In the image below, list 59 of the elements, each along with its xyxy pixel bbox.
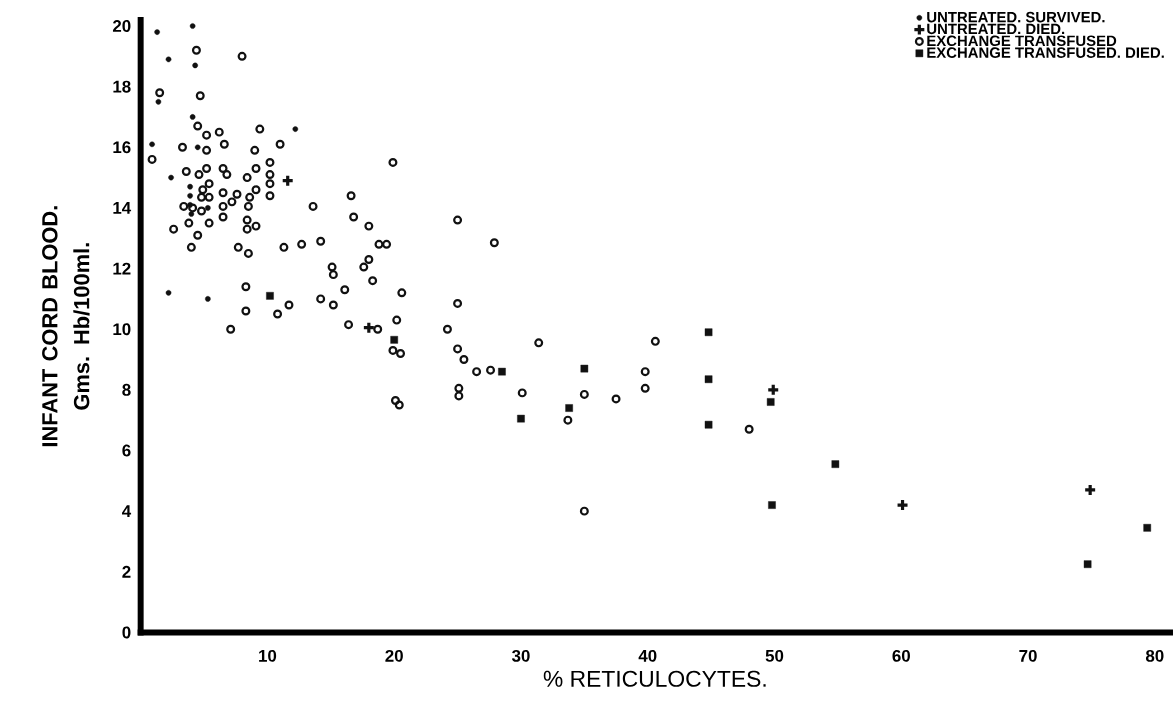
point: [205, 296, 211, 302]
x-tick-label: 70: [1019, 649, 1037, 662]
x-axis-title: % RETICULOCYTES.: [543, 670, 766, 687]
point: [292, 126, 299, 132]
point: [154, 29, 160, 35]
y-tick-label: 4: [122, 505, 132, 517]
y-tick-label: 20: [112, 19, 131, 32]
point: [1083, 483, 1097, 497]
point: [281, 173, 295, 188]
point: [498, 367, 506, 376]
point: [1083, 560, 1092, 568]
point: [189, 114, 196, 120]
x-tick-label: 40: [638, 649, 657, 662]
point: [390, 335, 398, 344]
point: [768, 501, 776, 509]
x-tick-label: 10: [259, 649, 277, 662]
legend-label: EXCHANGE TRANSFUSED: [927, 35, 1117, 46]
point: [155, 98, 162, 105]
x-tick-label: 30: [511, 649, 530, 662]
point: [187, 192, 193, 199]
x-tick-label: 50: [765, 649, 784, 662]
point: [165, 56, 172, 63]
x-tick-label: 60: [892, 649, 910, 662]
y-tick-label: 16: [113, 141, 131, 154]
y-tick-label: 0: [122, 626, 131, 639]
x-tick-label: 20: [385, 649, 403, 662]
point: [895, 498, 910, 512]
point: [704, 328, 713, 336]
y-tick-label: 2: [122, 565, 131, 578]
point: [194, 144, 201, 150]
point: [1143, 523, 1151, 532]
y-tick-label: 14: [113, 202, 132, 214]
point: [580, 364, 589, 373]
point: [187, 183, 193, 190]
point: [189, 23, 196, 29]
y-axis-title: INFANT CORD BLOOD. Gms. Hb/100ml.: [42, 206, 90, 447]
legend-label: UNTREATED. DIED.: [927, 23, 1065, 35]
y-tick-label: 18: [113, 80, 131, 93]
point: [517, 414, 525, 423]
y-tick-label: 10: [113, 323, 131, 336]
point: [266, 291, 274, 300]
x-tick-label: 80: [1145, 649, 1164, 662]
y-tick-label: 12: [113, 262, 131, 275]
point: [831, 460, 840, 468]
y-tick-label: 6: [122, 444, 131, 457]
point: [165, 289, 172, 296]
point: [766, 383, 780, 397]
point: [362, 321, 376, 335]
point: [192, 62, 198, 69]
legend-label: EXCHANGE TRANSFUSED. DIED.: [927, 47, 1164, 58]
point: [704, 420, 713, 429]
point: [565, 404, 573, 412]
point: [766, 398, 775, 406]
legend-label: UNTREATED. SURVIVED.: [927, 11, 1105, 23]
point: [704, 375, 713, 383]
y-tick-label: 8: [122, 383, 131, 396]
point: [168, 174, 174, 181]
point: [205, 205, 211, 211]
point: [149, 141, 155, 147]
